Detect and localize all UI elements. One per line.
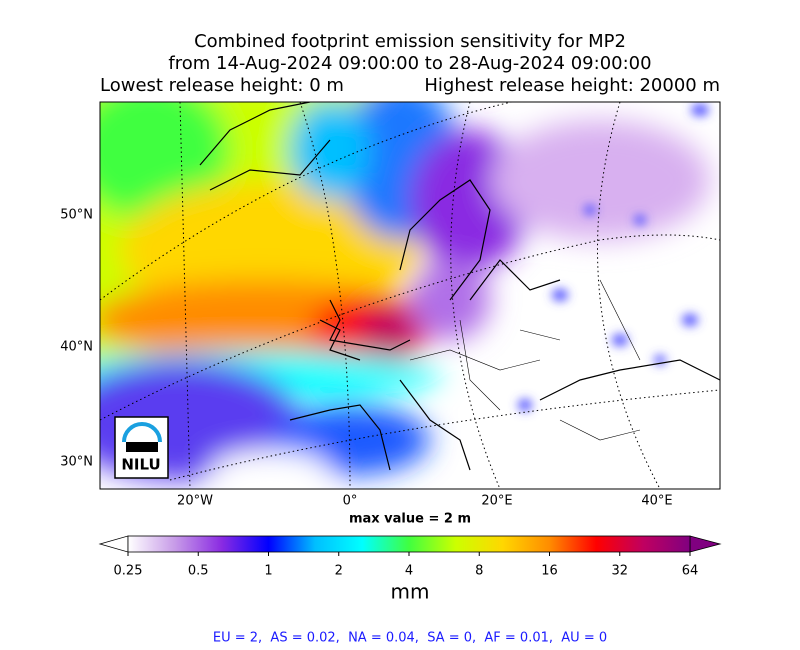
lat-label: 50°N [60, 208, 93, 223]
title: from 14-Aug-2024 09:00:00 to 28-Aug-2024… [168, 53, 651, 74]
map-frame [99, 101, 721, 490]
colorbar-tick-label: 16 [541, 564, 558, 579]
colorbar-body [127, 535, 691, 553]
colorbar: 0.25 0.5 1 2 4 8 16 32 64 [98, 535, 722, 579]
logo: NILU [114, 416, 169, 479]
lon-label: 0° [343, 494, 358, 509]
colorbar-tick-label: 64 [682, 564, 699, 579]
lon-label: 20°E [481, 494, 512, 509]
lat-label: 30°N [60, 455, 93, 470]
logo-text: NILU [121, 456, 160, 474]
colorbar-label: mm [391, 580, 430, 604]
title: Lowest release height: 0 m [100, 75, 344, 96]
colorbar-min-extend [98, 535, 129, 553]
colorbar-tick-label: 1 [264, 564, 272, 579]
footer: EU = 2, AS = 0.02, NA = 0.04, SA = 0, AF… [213, 631, 607, 646]
colorbar-tick-label: 4 [405, 564, 413, 579]
colorbar-tick-label: 0.5 [188, 564, 209, 579]
colorbar-max-extend [689, 535, 722, 553]
colorbar-tick-label: 2 [335, 564, 343, 579]
title: Highest release height: 20000 m [424, 75, 720, 96]
max-note: max value = 2 m [349, 512, 471, 527]
map-field [100, 102, 720, 489]
lon-label: 20°W [177, 494, 213, 509]
colorbar-tick-label: 0.25 [114, 564, 143, 579]
lat-label: 40°N [60, 340, 93, 355]
colorbar-tick-label: 32 [611, 564, 628, 579]
colorbar-tick-label: 8 [475, 564, 483, 579]
title: Combined footprint emission sensitivity … [194, 31, 626, 52]
lon-label: 40°E [641, 494, 672, 509]
